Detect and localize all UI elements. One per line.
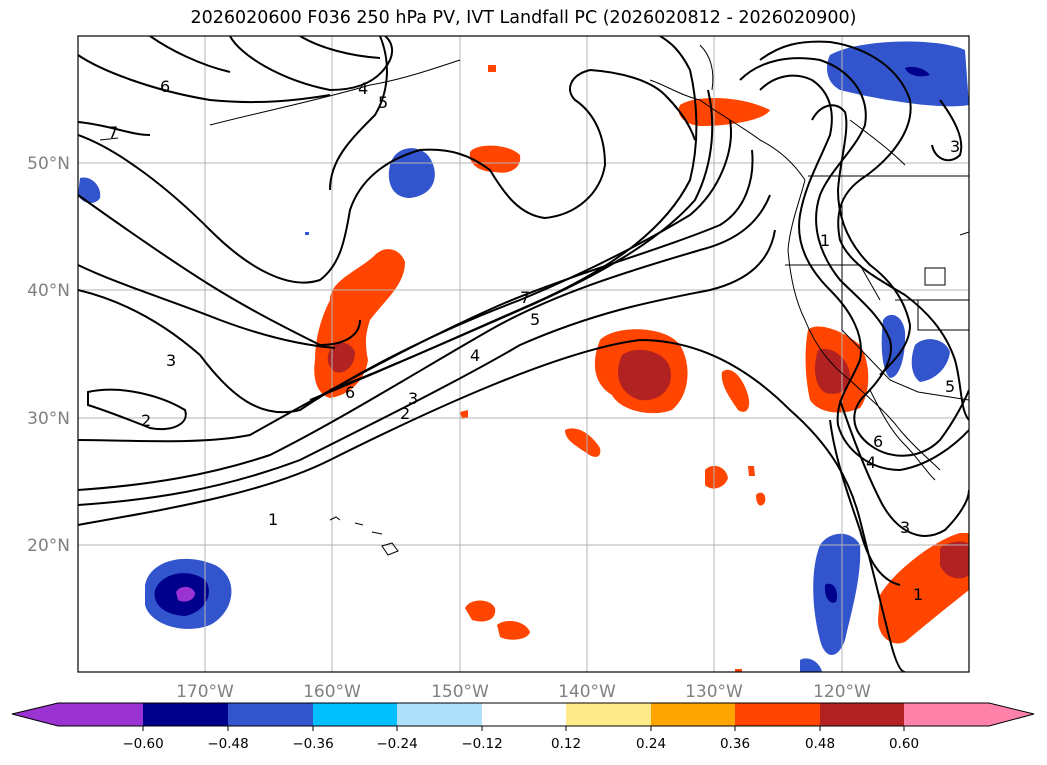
contour-label-4c: 4 — [866, 453, 876, 472]
colorbar-tick-label: 0.36 — [720, 736, 750, 752]
map-frame — [77, 35, 970, 673]
lon-label-130w: 130°W — [685, 682, 743, 702]
colorbar-segment — [313, 703, 397, 726]
contour-label-2: 2 — [141, 411, 151, 430]
colorbar-tick-label: −0.24 — [376, 736, 417, 752]
colorbar-extend-low — [12, 703, 58, 726]
contour-label-1: 1 — [268, 510, 278, 529]
colorbar-segment — [651, 703, 735, 726]
contour-label-4b: 4 — [470, 346, 480, 365]
contour-label-5c: 5 — [945, 377, 955, 396]
colorbar-segment — [58, 703, 143, 726]
pv-contours — [78, 36, 969, 672]
contour-label-3: 3 — [166, 351, 176, 370]
contour-labels: 7 6 5 4 3 2 7 5 4 6 3 2 1 1 3 5 6 4 3 1 — [108, 77, 960, 604]
lon-label-140w: 140°W — [558, 682, 616, 702]
colorbar-segment — [735, 703, 820, 726]
colorbar-tick-label: −0.36 — [292, 736, 333, 752]
colorbar-tick-label: −0.48 — [207, 736, 248, 752]
colorbar-segment — [228, 703, 313, 726]
map-title: 2026020600 F036 250 hPa PV, IVT Landfall… — [190, 8, 857, 28]
contour-label-3b: 3 — [408, 389, 418, 408]
contour-label-5b: 5 — [530, 310, 540, 329]
longitude-labels: 170°W 160°W 150°W 140°W 130°W 120°W — [176, 682, 871, 702]
lon-label-120w: 120°W — [813, 682, 871, 702]
colorbar-segment — [482, 703, 566, 726]
colorbar-tick-label: 0.24 — [636, 736, 666, 752]
lat-label-50n: 50°N — [27, 154, 70, 174]
colorbar-ticks — [142, 726, 905, 731]
colorbar-tick-label: 0.48 — [805, 736, 835, 752]
lat-label-30n: 30°N — [27, 409, 70, 429]
latitude-labels: 50°N 40°N 30°N 20°N — [27, 154, 70, 556]
colorbar-tick-label: −0.60 — [122, 736, 163, 752]
colorbar-tick-label: 0.60 — [889, 736, 919, 752]
lat-label-20n: 20°N — [27, 536, 70, 556]
colorbar-segment — [566, 703, 651, 726]
contour-label-5: 5 — [378, 93, 388, 112]
contour-label-2b: 2 — [400, 404, 410, 423]
colorbar-segment — [397, 703, 482, 726]
colorbar-segment — [820, 703, 904, 726]
contour-label-6b: 6 — [345, 383, 355, 402]
contour-label-6c: 6 — [873, 432, 883, 451]
colorbar: −0.60 −0.48 −0.36 −0.24 −0.12 0.12 0.24 … — [11, 702, 1035, 752]
contour-label-7b: 7 — [520, 288, 530, 307]
lon-label-170w: 170°W — [176, 682, 234, 702]
contour-label-1b: 1 — [820, 231, 830, 250]
contour-label-3d: 3 — [900, 518, 910, 537]
colorbar-tick-label: 0.12 — [551, 736, 581, 752]
colorbar-extend-high — [989, 703, 1034, 726]
contour-label-1c: 1 — [913, 585, 923, 604]
lat-label-40n: 40°N — [27, 281, 70, 301]
colorbar-outline — [11, 702, 1035, 727]
lon-label-150w: 150°W — [431, 682, 489, 702]
colorbar-segment — [904, 703, 989, 726]
contour-label-6: 6 — [160, 77, 170, 96]
colorbar-tick-label: −0.12 — [461, 736, 502, 752]
colorbar-segment — [143, 703, 228, 726]
shaded-patches — [78, 41, 969, 672]
contour-label-4: 4 — [358, 79, 368, 98]
contour-label-3c: 3 — [950, 137, 960, 156]
contour-label-7: 7 — [108, 123, 118, 142]
lon-label-160w: 160°W — [303, 682, 361, 702]
gridlines — [78, 36, 969, 672]
